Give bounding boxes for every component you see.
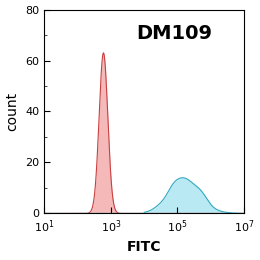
Text: DM109: DM109 — [136, 24, 212, 43]
X-axis label: FITC: FITC — [127, 240, 161, 255]
Y-axis label: count: count — [5, 92, 19, 131]
